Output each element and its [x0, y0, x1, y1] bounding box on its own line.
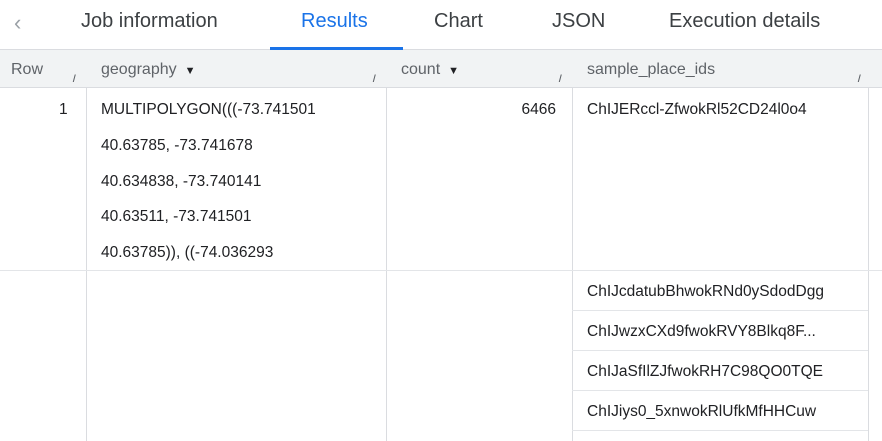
- tab-job-information[interactable]: Job information: [81, 10, 218, 32]
- column-divider: [386, 88, 387, 441]
- sort-down-icon[interactable]: ▼: [184, 65, 196, 77]
- sort-down-icon[interactable]: ▼: [448, 65, 460, 77]
- count-cell: 6466: [521, 101, 556, 118]
- column-header-row: Row: [11, 61, 44, 78]
- geography-line: 40.63785, -73.741678: [101, 137, 253, 154]
- cell-divider: [572, 390, 868, 391]
- column-header-sample-place-ids: sample_place_ids: [587, 61, 716, 78]
- sample-place-id: ChIJiys0_5xnwokRlUfkMfHHCuw: [587, 403, 817, 420]
- column-header-geography[interactable]: geography ▼: [101, 61, 196, 79]
- row-divider: [0, 270, 882, 271]
- cell-divider: [572, 310, 868, 311]
- sample-place-id: ChIJERccl-ZfwokRl52CD24l0o4: [587, 101, 807, 118]
- tab-bar: ‹ Job information Results Chart JSON Exe…: [0, 0, 882, 50]
- geography-line: 40.63511, -73.741501: [101, 208, 252, 225]
- geography-line: 40.63785)), ((-74.036293: [101, 244, 274, 261]
- row-number: 1: [59, 101, 68, 118]
- column-label: count: [401, 61, 441, 78]
- sample-place-id: ChIJcdatubBhwokRNd0ySdodDgg: [587, 283, 824, 300]
- tab-chart[interactable]: Chart: [434, 10, 483, 32]
- geography-line: MULTIPOLYGON(((-73.741501: [101, 101, 316, 118]
- sample-place-id: ChIJaSfIlZJfwokRH7C98QO0TQE: [587, 363, 824, 380]
- tab-execution-details[interactable]: Execution details: [669, 10, 821, 32]
- column-divider: [86, 88, 87, 441]
- column-divider: [572, 88, 573, 441]
- cell-divider: [572, 350, 868, 351]
- tab-json[interactable]: JSON: [552, 10, 606, 32]
- sample-place-id: ChIJwzxCXd9fwokRVY8Blkq8F...: [587, 323, 816, 340]
- table-header: Row // geography▼ // count▼ // sample_pl…: [0, 50, 882, 88]
- geography-line: 40.634838, -73.740141: [101, 173, 262, 190]
- column-divider: [868, 88, 869, 441]
- cell-divider: [572, 430, 868, 431]
- chevron-left-icon[interactable]: ‹: [14, 10, 22, 35]
- tab-results[interactable]: Results: [301, 10, 368, 32]
- column-label: geography: [101, 61, 177, 78]
- column-header-count[interactable]: count ▼: [401, 61, 459, 79]
- active-tab-indicator: [270, 47, 403, 50]
